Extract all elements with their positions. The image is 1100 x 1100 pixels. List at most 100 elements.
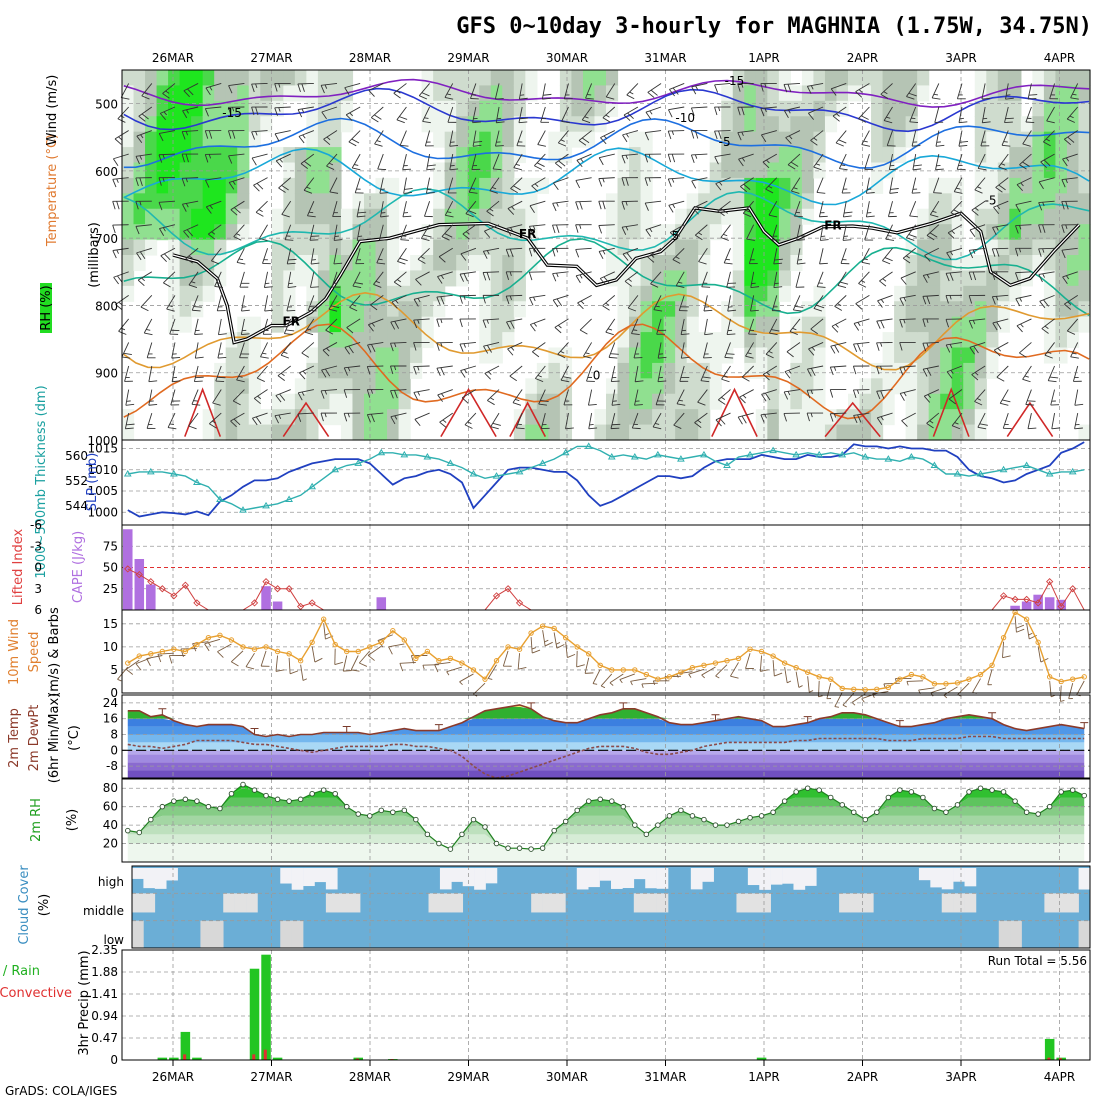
surface-wind-barb xyxy=(446,666,463,676)
barb-flag xyxy=(495,145,504,147)
barb-staff xyxy=(579,318,592,331)
barb-staff xyxy=(307,295,315,311)
upper-wind-barb xyxy=(393,271,407,288)
barb-flag xyxy=(343,389,348,398)
barb-flag xyxy=(701,674,705,679)
upper-wind-barb xyxy=(287,271,297,289)
upper-wind-barb xyxy=(490,412,501,430)
barb-flag xyxy=(969,229,976,237)
rh-shade-cell xyxy=(755,147,768,164)
barb-staff xyxy=(900,271,916,279)
rh-shade-cell xyxy=(421,239,434,256)
rh-marker xyxy=(966,789,972,795)
upper-wind-barb xyxy=(633,342,643,359)
barb-flag xyxy=(205,179,210,188)
barb-flag xyxy=(968,320,973,329)
barb-staff xyxy=(298,389,314,394)
barb-flag xyxy=(185,258,193,264)
rh-shade-cell xyxy=(502,85,515,102)
barb-flag xyxy=(644,177,648,186)
rh-shade-cell xyxy=(294,177,307,194)
barb-staff xyxy=(935,153,940,170)
rh-shade-cell xyxy=(974,177,987,194)
barb-staff xyxy=(691,106,708,109)
barb-flag xyxy=(281,214,290,218)
rh-shade-cell xyxy=(698,224,711,241)
barb-flag xyxy=(745,209,750,213)
rh-shade-cell xyxy=(721,347,734,364)
rh-shade-cell xyxy=(882,131,895,148)
wind-speed-marker xyxy=(1058,678,1064,685)
upper-wind-barb xyxy=(216,295,226,312)
barb-flag xyxy=(307,328,312,331)
upper-wind-barb xyxy=(575,271,592,284)
barb-flag xyxy=(950,370,954,374)
temp-band xyxy=(127,754,1085,763)
barb-staff xyxy=(518,106,523,123)
rh-shade-cell xyxy=(271,208,284,225)
barb-staff xyxy=(124,365,130,382)
upper-wind-barb xyxy=(922,365,939,377)
rh-shade-cell xyxy=(168,285,181,302)
rh-shade-cell xyxy=(986,147,999,164)
rh-marker xyxy=(447,846,454,852)
barb-flag xyxy=(622,134,628,143)
upper-wind-barb xyxy=(531,177,546,192)
rh-marker xyxy=(355,811,361,817)
rh-marker xyxy=(182,796,189,803)
wind-speed-marker xyxy=(136,653,142,659)
rh-shade-cell xyxy=(871,147,884,164)
barb-flag xyxy=(493,168,502,171)
upper-wind-barb xyxy=(162,83,176,99)
barb-flag xyxy=(602,178,605,183)
rh-shade-cell xyxy=(894,147,907,164)
freezing-level-inner xyxy=(172,207,1080,344)
rh-shade-cell xyxy=(502,147,515,164)
surface-wind-barb xyxy=(300,664,308,681)
rh-shade-cell xyxy=(767,347,780,364)
rh-shade-cell xyxy=(767,162,780,179)
barb-flag xyxy=(765,353,774,359)
upper-wind-barb xyxy=(377,153,387,171)
rh-shade-cell xyxy=(179,70,192,87)
barb-flag xyxy=(182,204,187,212)
barb-flag xyxy=(320,413,324,422)
barb-staff xyxy=(981,83,986,100)
barb-staff xyxy=(560,365,569,381)
barb-staff xyxy=(228,83,245,87)
wind-speed-marker xyxy=(424,648,431,655)
rh-shade-cell xyxy=(986,116,999,133)
upper-wind-barb xyxy=(484,224,500,238)
rh-shade-cell xyxy=(133,177,146,194)
rh-shade-cell xyxy=(433,255,446,272)
rh-shade-cell xyxy=(317,224,331,241)
barb-staff xyxy=(358,650,371,664)
barb-flag xyxy=(400,144,409,147)
rh-shade-cell xyxy=(122,255,135,272)
rh-shade-cell xyxy=(456,193,469,210)
barb-flag xyxy=(575,224,579,233)
barb-staff xyxy=(598,177,615,180)
barb-flag xyxy=(507,348,514,356)
barb-flag xyxy=(929,232,938,238)
wind-speed-marker xyxy=(897,676,903,682)
barb-flag xyxy=(535,378,544,383)
wind-speed-marker xyxy=(159,648,166,655)
upper-wind-barb xyxy=(494,83,504,100)
barb-flag xyxy=(579,224,582,229)
upper-wind-barb xyxy=(461,389,477,404)
surface-wind-barb xyxy=(530,637,541,654)
barb-flag xyxy=(394,365,397,371)
barb-staff xyxy=(436,294,453,298)
barb-staff xyxy=(831,83,847,90)
barb-staff xyxy=(136,247,152,254)
barb-flag xyxy=(255,106,259,116)
barb-staff xyxy=(344,83,361,89)
barb-staff xyxy=(877,412,893,419)
barb-staff xyxy=(906,680,923,682)
upper-wind-barb xyxy=(260,342,269,359)
barb-flag xyxy=(602,117,611,123)
barb-flag xyxy=(602,250,606,255)
barb-staff xyxy=(981,106,986,123)
barb-flag xyxy=(300,163,309,169)
